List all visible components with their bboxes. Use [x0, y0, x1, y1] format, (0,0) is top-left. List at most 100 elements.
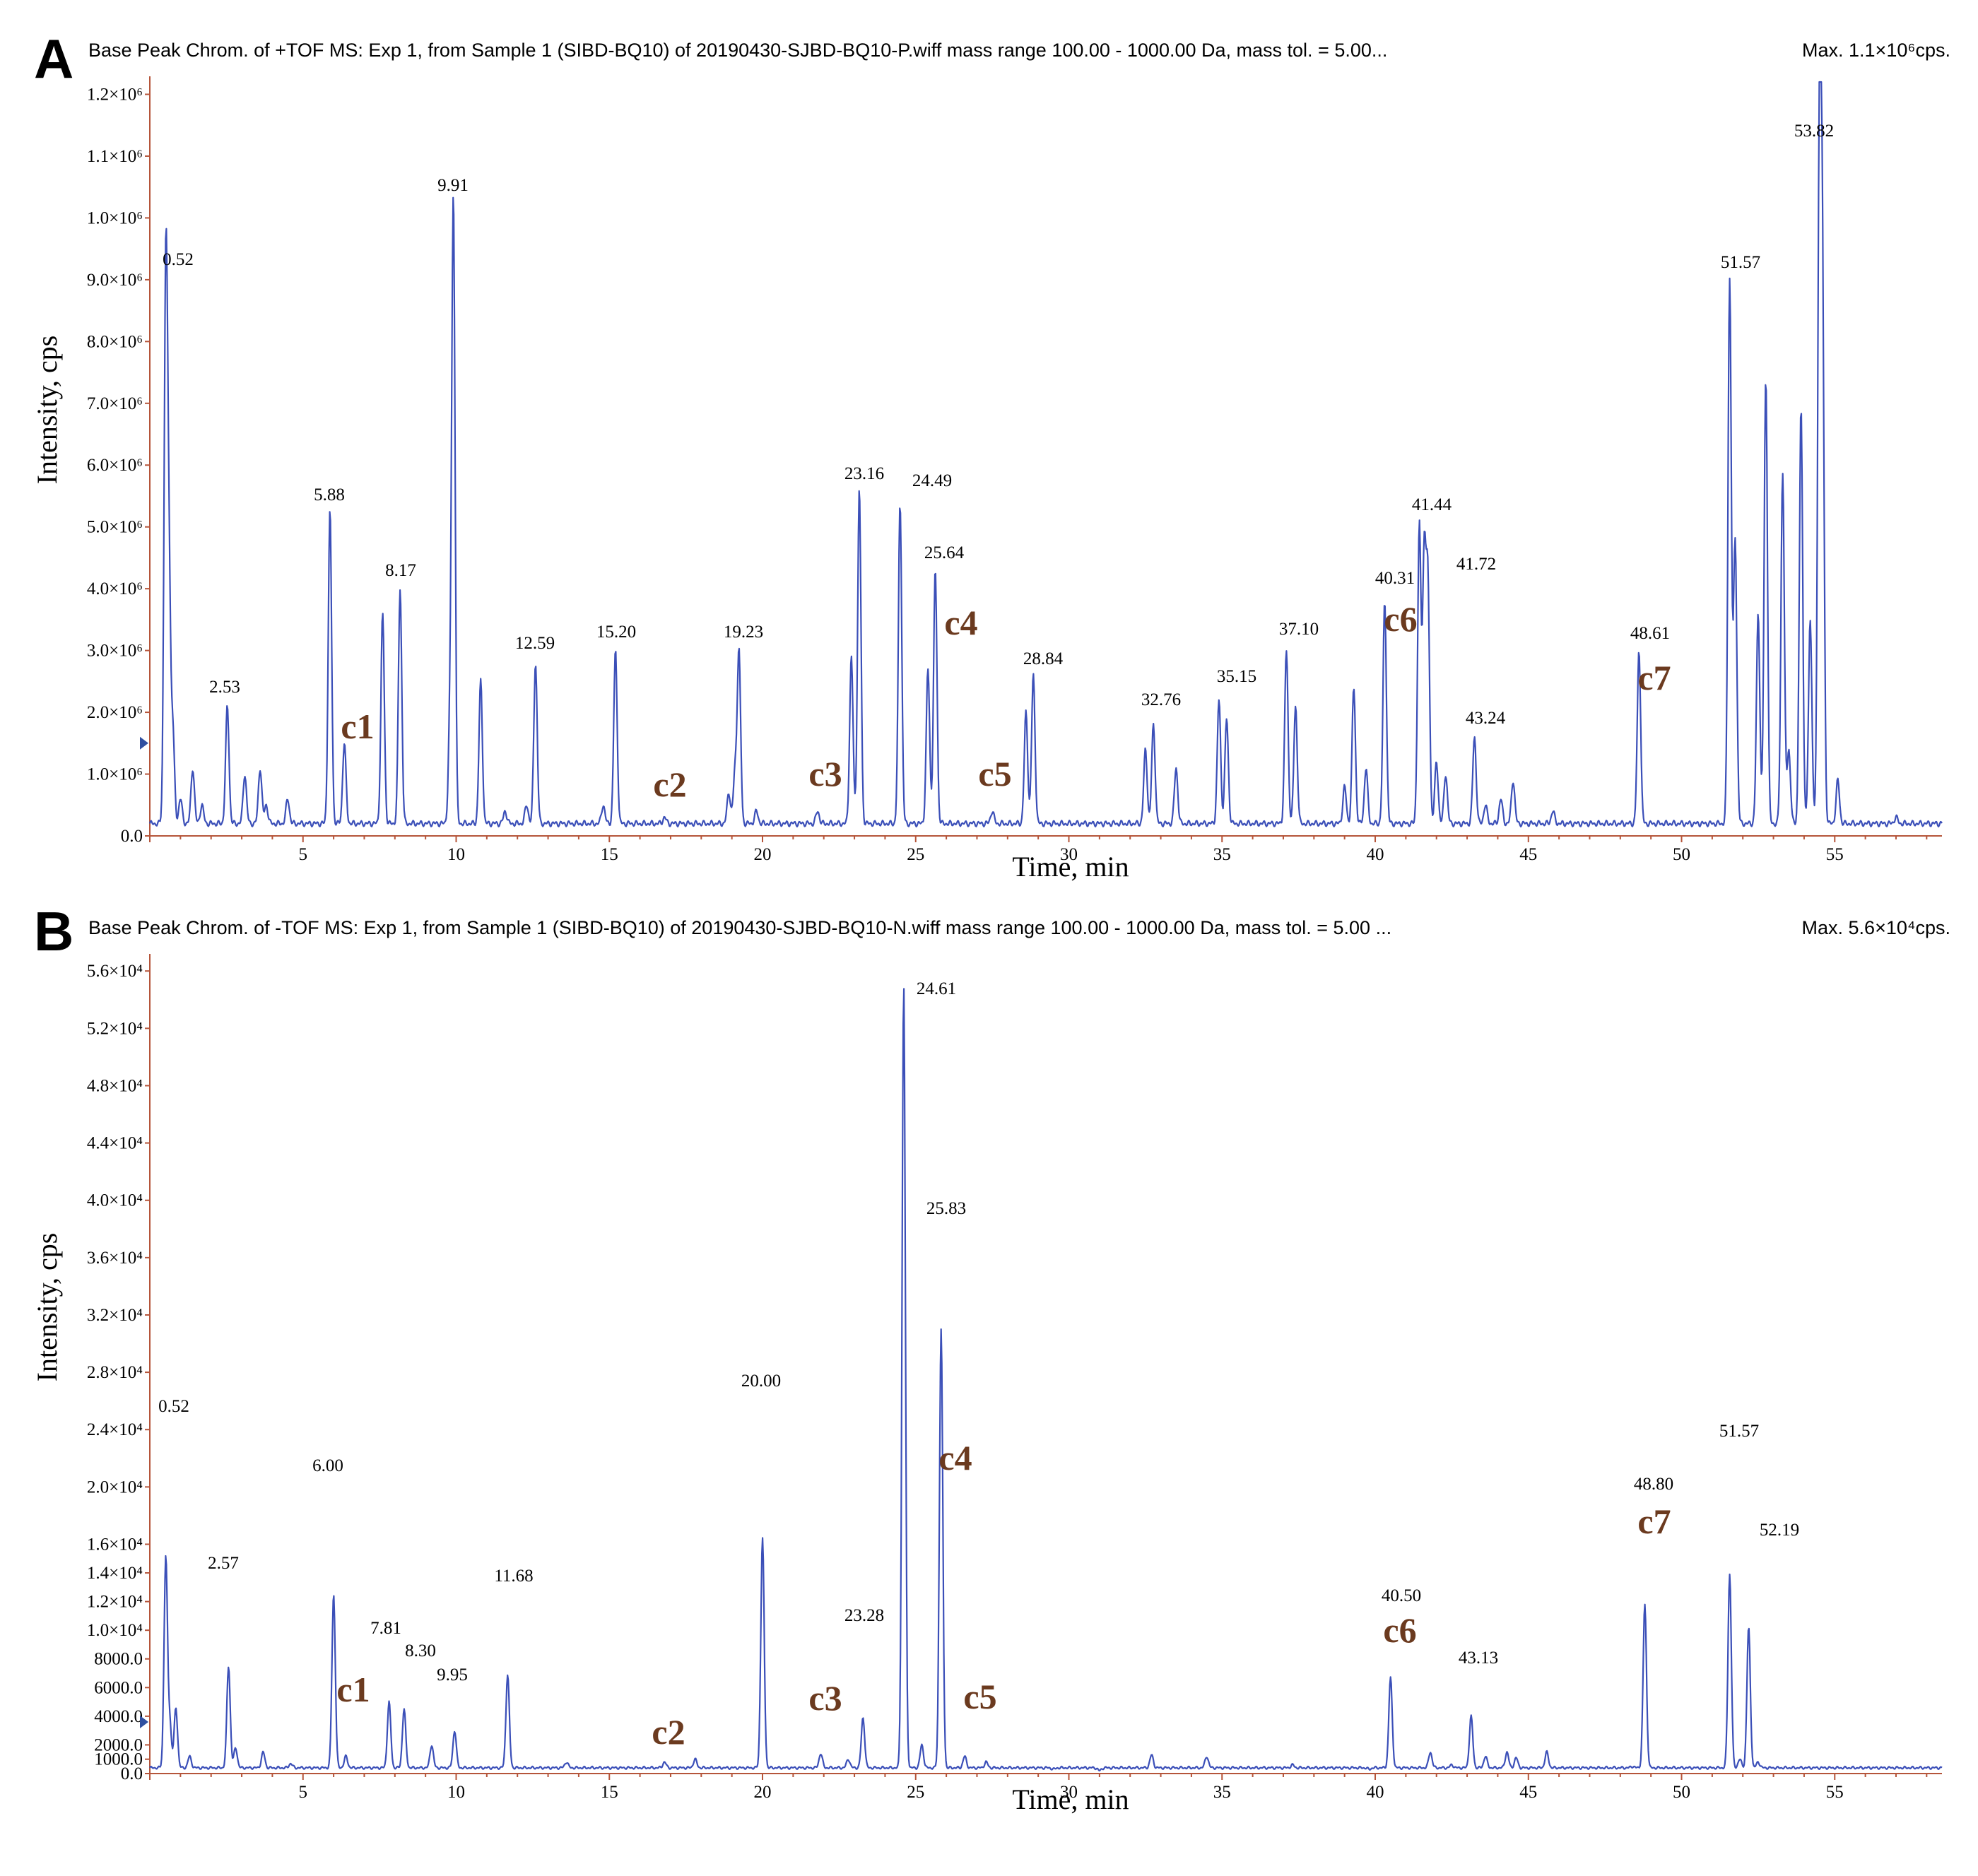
x-axis-title: Time, min: [1012, 851, 1129, 883]
y-tick-label: 1.0×10⁶: [87, 208, 143, 228]
peak-label: 23.16: [844, 464, 884, 483]
intensity-marker: [140, 1715, 148, 1728]
max-intensity: Max. 1.1×10⁶cps.: [1802, 40, 1950, 61]
y-tick-label: 8.0×10⁶: [87, 332, 143, 351]
peak-label: 12.59: [515, 634, 555, 653]
x-tick-label: 55: [1826, 1783, 1844, 1802]
x-tick-label: 25: [907, 845, 924, 864]
peak-label: 41.72: [1456, 555, 1496, 574]
peak-label: 9.95: [437, 1665, 468, 1685]
peak-label: 7.81: [370, 1619, 401, 1638]
x-tick-label: 30: [1060, 845, 1078, 864]
peak-label: 5.88: [314, 485, 345, 505]
intensity-marker: [140, 736, 148, 750]
peak-label: 19.23: [724, 623, 763, 642]
y-tick-label: 2000.0: [94, 1735, 143, 1754]
chart-title: Base Peak Chrom. of +TOF MS: Exp 1, from…: [88, 40, 1387, 61]
x-tick-label: 5: [299, 845, 308, 864]
peak-label: 40.50: [1382, 1586, 1421, 1605]
y-tick-label: 1.6×10⁴: [87, 1535, 143, 1554]
compound-label: c5: [963, 1677, 996, 1716]
chromatogram-trace: [148, 81, 1943, 827]
panel-letter: A: [34, 28, 73, 90]
y-tick-label: 0.0: [121, 827, 143, 846]
x-tick-label: 20: [754, 845, 772, 864]
compound-label: c6: [1384, 599, 1417, 639]
peak-label: 51.57: [1721, 253, 1760, 272]
y-tick-label: 5.0×10⁶: [87, 518, 143, 537]
y-tick-label: 2.0×10⁴: [87, 1477, 143, 1497]
peak-labels: 0.52 2.57 6.00 7.81 8.30 9.95 11.68 20.0…: [158, 979, 1799, 1685]
x-tick-label: 40: [1367, 1783, 1384, 1802]
x-tick-label: 20: [754, 1783, 772, 1802]
peak-label: 35.15: [1217, 667, 1256, 686]
y-tick-label: 1.1×10⁶: [87, 147, 143, 166]
peak-label: 52.19: [1760, 1521, 1799, 1540]
y-tick-label: 6000.0: [94, 1678, 143, 1697]
panel-letter: B: [34, 900, 73, 962]
peak-label: 43.24: [1466, 709, 1506, 728]
peak-label: 43.13: [1459, 1648, 1498, 1668]
y-tick-label: 4000.0: [94, 1707, 143, 1726]
y-tick-label: 1.0×10⁴: [87, 1621, 143, 1640]
y-tick-label: 6.0×10⁶: [87, 456, 143, 475]
compound-label: c6: [1383, 1610, 1416, 1650]
compound-label: c1: [341, 707, 374, 746]
y-tick-label: 3.2×10⁴: [87, 1306, 143, 1325]
peak-label: 41.44: [1412, 495, 1452, 514]
y-tick-label: 8000.0: [94, 1650, 143, 1669]
y-ticks: 0.0 1.0×10⁶ 2.0×10⁶ 3.0×10⁶ 4.0×10⁶ 5.0×10⁶ 6.…: [87, 85, 150, 846]
y-tick-label: 1000.0: [94, 1750, 143, 1769]
y-axis-title: Intensity, cps: [31, 1233, 63, 1382]
peak-label: 2.57: [208, 1554, 239, 1573]
x-tick-label: 50: [1673, 1783, 1690, 1802]
peak-labels: 0.52 2.53 5.88 8.17 9.91 12.59 15.20 19.…: [163, 122, 1834, 728]
x-ticks: 5 10 15 20 25 30 35 40 45 50 55: [149, 836, 1928, 864]
peak-label: 23.28: [844, 1606, 884, 1625]
peak-label: 25.64: [924, 543, 965, 562]
x-tick-label: 15: [601, 845, 618, 864]
x-tick-label: 50: [1673, 845, 1690, 864]
max-intensity: Max. 5.6×10⁴cps.: [1802, 917, 1950, 938]
x-ticks: 5 10 15 20 25 30 35 40 45 50 55: [149, 1774, 1928, 1802]
peak-label: 6.00: [312, 1456, 343, 1475]
x-tick-label: 25: [907, 1783, 924, 1802]
peak-label: 48.80: [1634, 1475, 1673, 1494]
x-tick-label: 10: [447, 1783, 465, 1802]
y-tick-label: 2.8×10⁴: [87, 1363, 143, 1382]
x-tick-label: 45: [1519, 845, 1537, 864]
x-tick-label: 40: [1367, 845, 1384, 864]
y-tick-label: 1.0×10⁶: [87, 765, 143, 784]
x-tick-label: 35: [1213, 1783, 1231, 1802]
compound-labels: c1 c2 c3 c4 c5 c6 c7: [341, 599, 1671, 804]
peak-label: 51.57: [1719, 1422, 1759, 1441]
chart-title: Base Peak Chrom. of -TOF MS: Exp 1, from…: [88, 917, 1391, 938]
peak-label: 24.61: [917, 979, 956, 998]
y-tick-label: 3.0×10⁶: [87, 642, 143, 661]
peak-label: 24.49: [912, 471, 952, 490]
peak-label: 2.53: [209, 678, 240, 697]
y-tick-label: 5.2×10⁴: [87, 1019, 143, 1038]
x-tick-label: 55: [1826, 845, 1844, 864]
y-tick-label: 4.8×10⁴: [87, 1076, 143, 1095]
y-tick-label: 9.0×10⁶: [87, 271, 143, 290]
x-axis-title: Time, min: [1012, 1783, 1129, 1815]
peak-label: 53.82: [1794, 122, 1834, 141]
peak-label: 20.00: [741, 1371, 781, 1391]
y-tick-label: 4.0×10⁶: [87, 579, 143, 598]
compound-label: c3: [808, 1678, 842, 1718]
compound-label: c2: [653, 765, 686, 804]
peak-label: 25.83: [926, 1199, 966, 1218]
compound-label: c2: [652, 1712, 685, 1752]
x-tick-label: 15: [601, 1783, 618, 1802]
y-tick-label: 2.4×10⁴: [87, 1420, 143, 1439]
peak-label: 8.30: [405, 1641, 436, 1660]
y-axis-title: Intensity, cps: [31, 336, 63, 485]
compound-label: c3: [808, 754, 842, 794]
y-tick-label: 1.2×10⁶: [87, 85, 143, 104]
y-tick-label: 3.6×10⁴: [87, 1249, 143, 1268]
peak-label: 11.68: [494, 1567, 533, 1586]
y-tick-label: 1.4×10⁴: [87, 1564, 143, 1583]
